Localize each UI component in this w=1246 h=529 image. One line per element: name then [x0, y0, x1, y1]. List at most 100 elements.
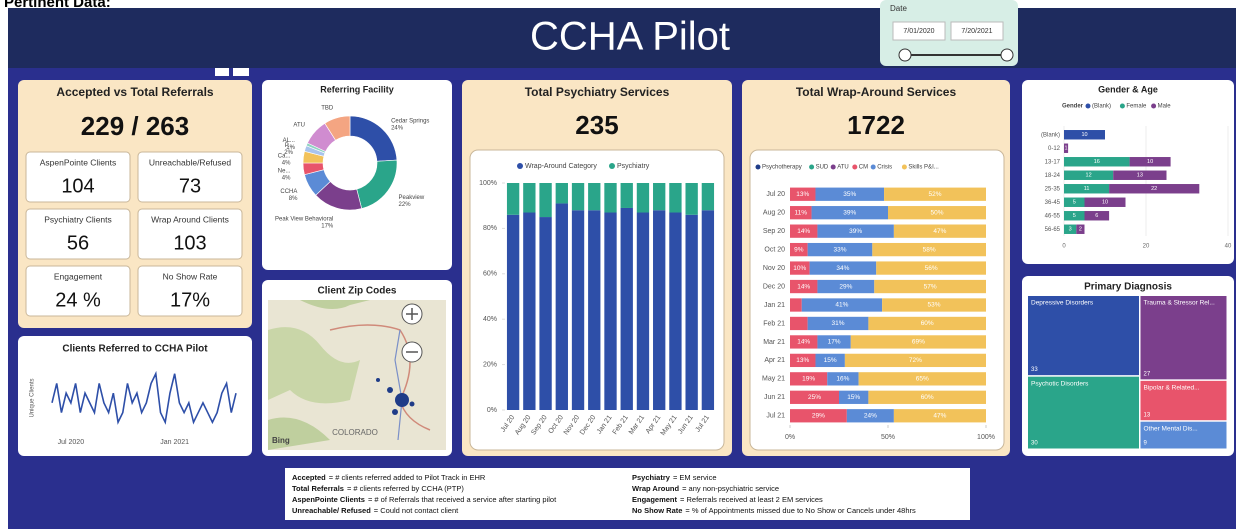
map[interactable]: COLORADO Bing — [268, 300, 446, 450]
legend-swatch — [1151, 104, 1156, 109]
data-label: 14% — [797, 228, 810, 235]
slice-label: TBD — [321, 105, 334, 111]
slider-handle[interactable] — [899, 49, 911, 61]
legend-label: Crisis — [877, 165, 892, 171]
data-label: 24% — [864, 412, 877, 419]
tile-label: Trauma & Stressor Rel... — [1144, 300, 1215, 307]
y-tick-label: Feb 21 — [763, 320, 785, 327]
data-label: 14% — [797, 283, 810, 290]
y-tick-label: Aug 20 — [763, 210, 785, 217]
data-label: 13% — [796, 357, 809, 364]
bar-segment — [669, 213, 681, 410]
data-label: 47% — [933, 228, 946, 235]
y-tick-label: 46-55 — [1045, 213, 1061, 219]
note-text: = # clients referred added to Pilot Trac… — [329, 473, 486, 482]
y-tick-label: May 21 — [762, 376, 785, 383]
y-tick-label: 100% — [479, 180, 497, 187]
bar-segment — [621, 208, 633, 410]
panel-title: Referring Facility — [320, 84, 394, 94]
dashboard: Pertinent Data: CCHA Pilot Date 7/01/202… — [0, 0, 1246, 529]
x-tick-label: Jan 2021 — [160, 439, 189, 446]
bar-segment — [790, 298, 802, 311]
bar-segment — [588, 210, 600, 410]
note-term: Wrap Around — [632, 484, 679, 493]
bar-segment — [669, 183, 681, 213]
panel-title: Client Zip Codes — [318, 286, 397, 297]
note-term: Psychiatry — [632, 473, 671, 482]
panel — [262, 80, 452, 270]
slider-handle[interactable] — [1001, 49, 1013, 61]
tile-value: 30 — [1031, 441, 1038, 447]
data-label: 16% — [836, 376, 849, 383]
toolbar-icon[interactable] — [233, 68, 249, 76]
data-label: 5 — [1073, 200, 1076, 206]
slice-name: Peak View Behavioral — [275, 216, 333, 222]
data-label: 47% — [933, 412, 946, 419]
bar-segment — [702, 210, 714, 410]
data-label: 10% — [793, 265, 806, 272]
legend-swatch — [809, 165, 814, 170]
data-label: 13% — [796, 191, 809, 198]
end-date: 7/20/2021 — [961, 28, 992, 35]
legend-swatch — [609, 163, 615, 169]
date-slicer[interactable]: Date 7/01/2020 7/20/2021 — [880, 0, 1018, 66]
y-tick-label: 80% — [483, 225, 497, 232]
panel-title: Primary Diagnosis — [1084, 282, 1172, 293]
start-date: 7/01/2020 — [903, 28, 934, 35]
panel-title: Accepted vs Total Referrals — [56, 85, 213, 99]
kpi-value: 235 — [575, 110, 618, 140]
slice-name: Ne... — [278, 168, 291, 174]
data-label: 33% — [833, 246, 846, 253]
card-value: 56 — [67, 232, 89, 254]
bar-segment — [685, 183, 697, 215]
note: Unreachable/ Refused= Could not contact … — [292, 506, 459, 515]
data-label: 15% — [847, 394, 860, 401]
bar-segment — [637, 213, 649, 410]
legend-label: Psychotherapy — [762, 165, 802, 171]
slice-label: ATU — [293, 122, 305, 128]
y-tick-label: 0-12 — [1048, 146, 1061, 152]
toolbar-icon[interactable] — [215, 68, 229, 76]
data-label: 10 — [1147, 159, 1153, 165]
bar-segment — [507, 215, 519, 410]
card-value: 103 — [173, 232, 206, 254]
x-tick-label: 50% — [881, 434, 895, 441]
data-label: 41% — [835, 302, 848, 309]
y-tick-label: Jun 21 — [764, 394, 785, 401]
data-label: 65% — [916, 376, 929, 383]
treemap-tile — [1028, 377, 1139, 449]
data-label: 25% — [808, 394, 821, 401]
y-tick-label: (Blank) — [1041, 132, 1060, 138]
data-label: 34% — [836, 265, 849, 272]
data-label: 15% — [824, 357, 837, 364]
y-tick-label: 18-24 — [1045, 173, 1061, 179]
tile-value: 27 — [1144, 371, 1151, 377]
y-tick-label: Jul 21 — [766, 413, 785, 420]
card-value: 17% — [170, 289, 210, 311]
y-tick-label: 56-65 — [1045, 227, 1061, 233]
data-label: 50% — [930, 209, 943, 216]
tile-label: Bipolar & Related... — [1144, 385, 1200, 392]
data-label: 39% — [843, 209, 856, 216]
data-label: 56% — [925, 265, 938, 272]
slice-name: AL... — [283, 138, 296, 144]
card-label: AspenPointe Clients — [40, 157, 117, 167]
data-label: 5 — [1073, 213, 1076, 219]
map-provider: Bing — [272, 436, 290, 445]
slice-name: CCHA — [280, 189, 297, 195]
data-label: 72% — [909, 357, 922, 364]
slice-name: TBD — [321, 105, 334, 111]
map-point — [395, 393, 409, 407]
bar-segment — [539, 217, 551, 410]
y-tick-label: Apr 21 — [764, 357, 785, 364]
legend-label: CM — [859, 165, 868, 171]
y-tick-label: Nov 20 — [763, 265, 785, 272]
data-label: 17% — [828, 339, 841, 346]
data-label: 19% — [802, 376, 815, 383]
tile-value: 13 — [1144, 412, 1151, 418]
tile-label: Other Mental Dis... — [1144, 425, 1198, 432]
legend-swatch — [1120, 104, 1125, 109]
y-tick-label: Dec 20 — [763, 283, 785, 290]
kpi-value: 1722 — [847, 110, 905, 140]
bar-segment — [523, 183, 535, 213]
